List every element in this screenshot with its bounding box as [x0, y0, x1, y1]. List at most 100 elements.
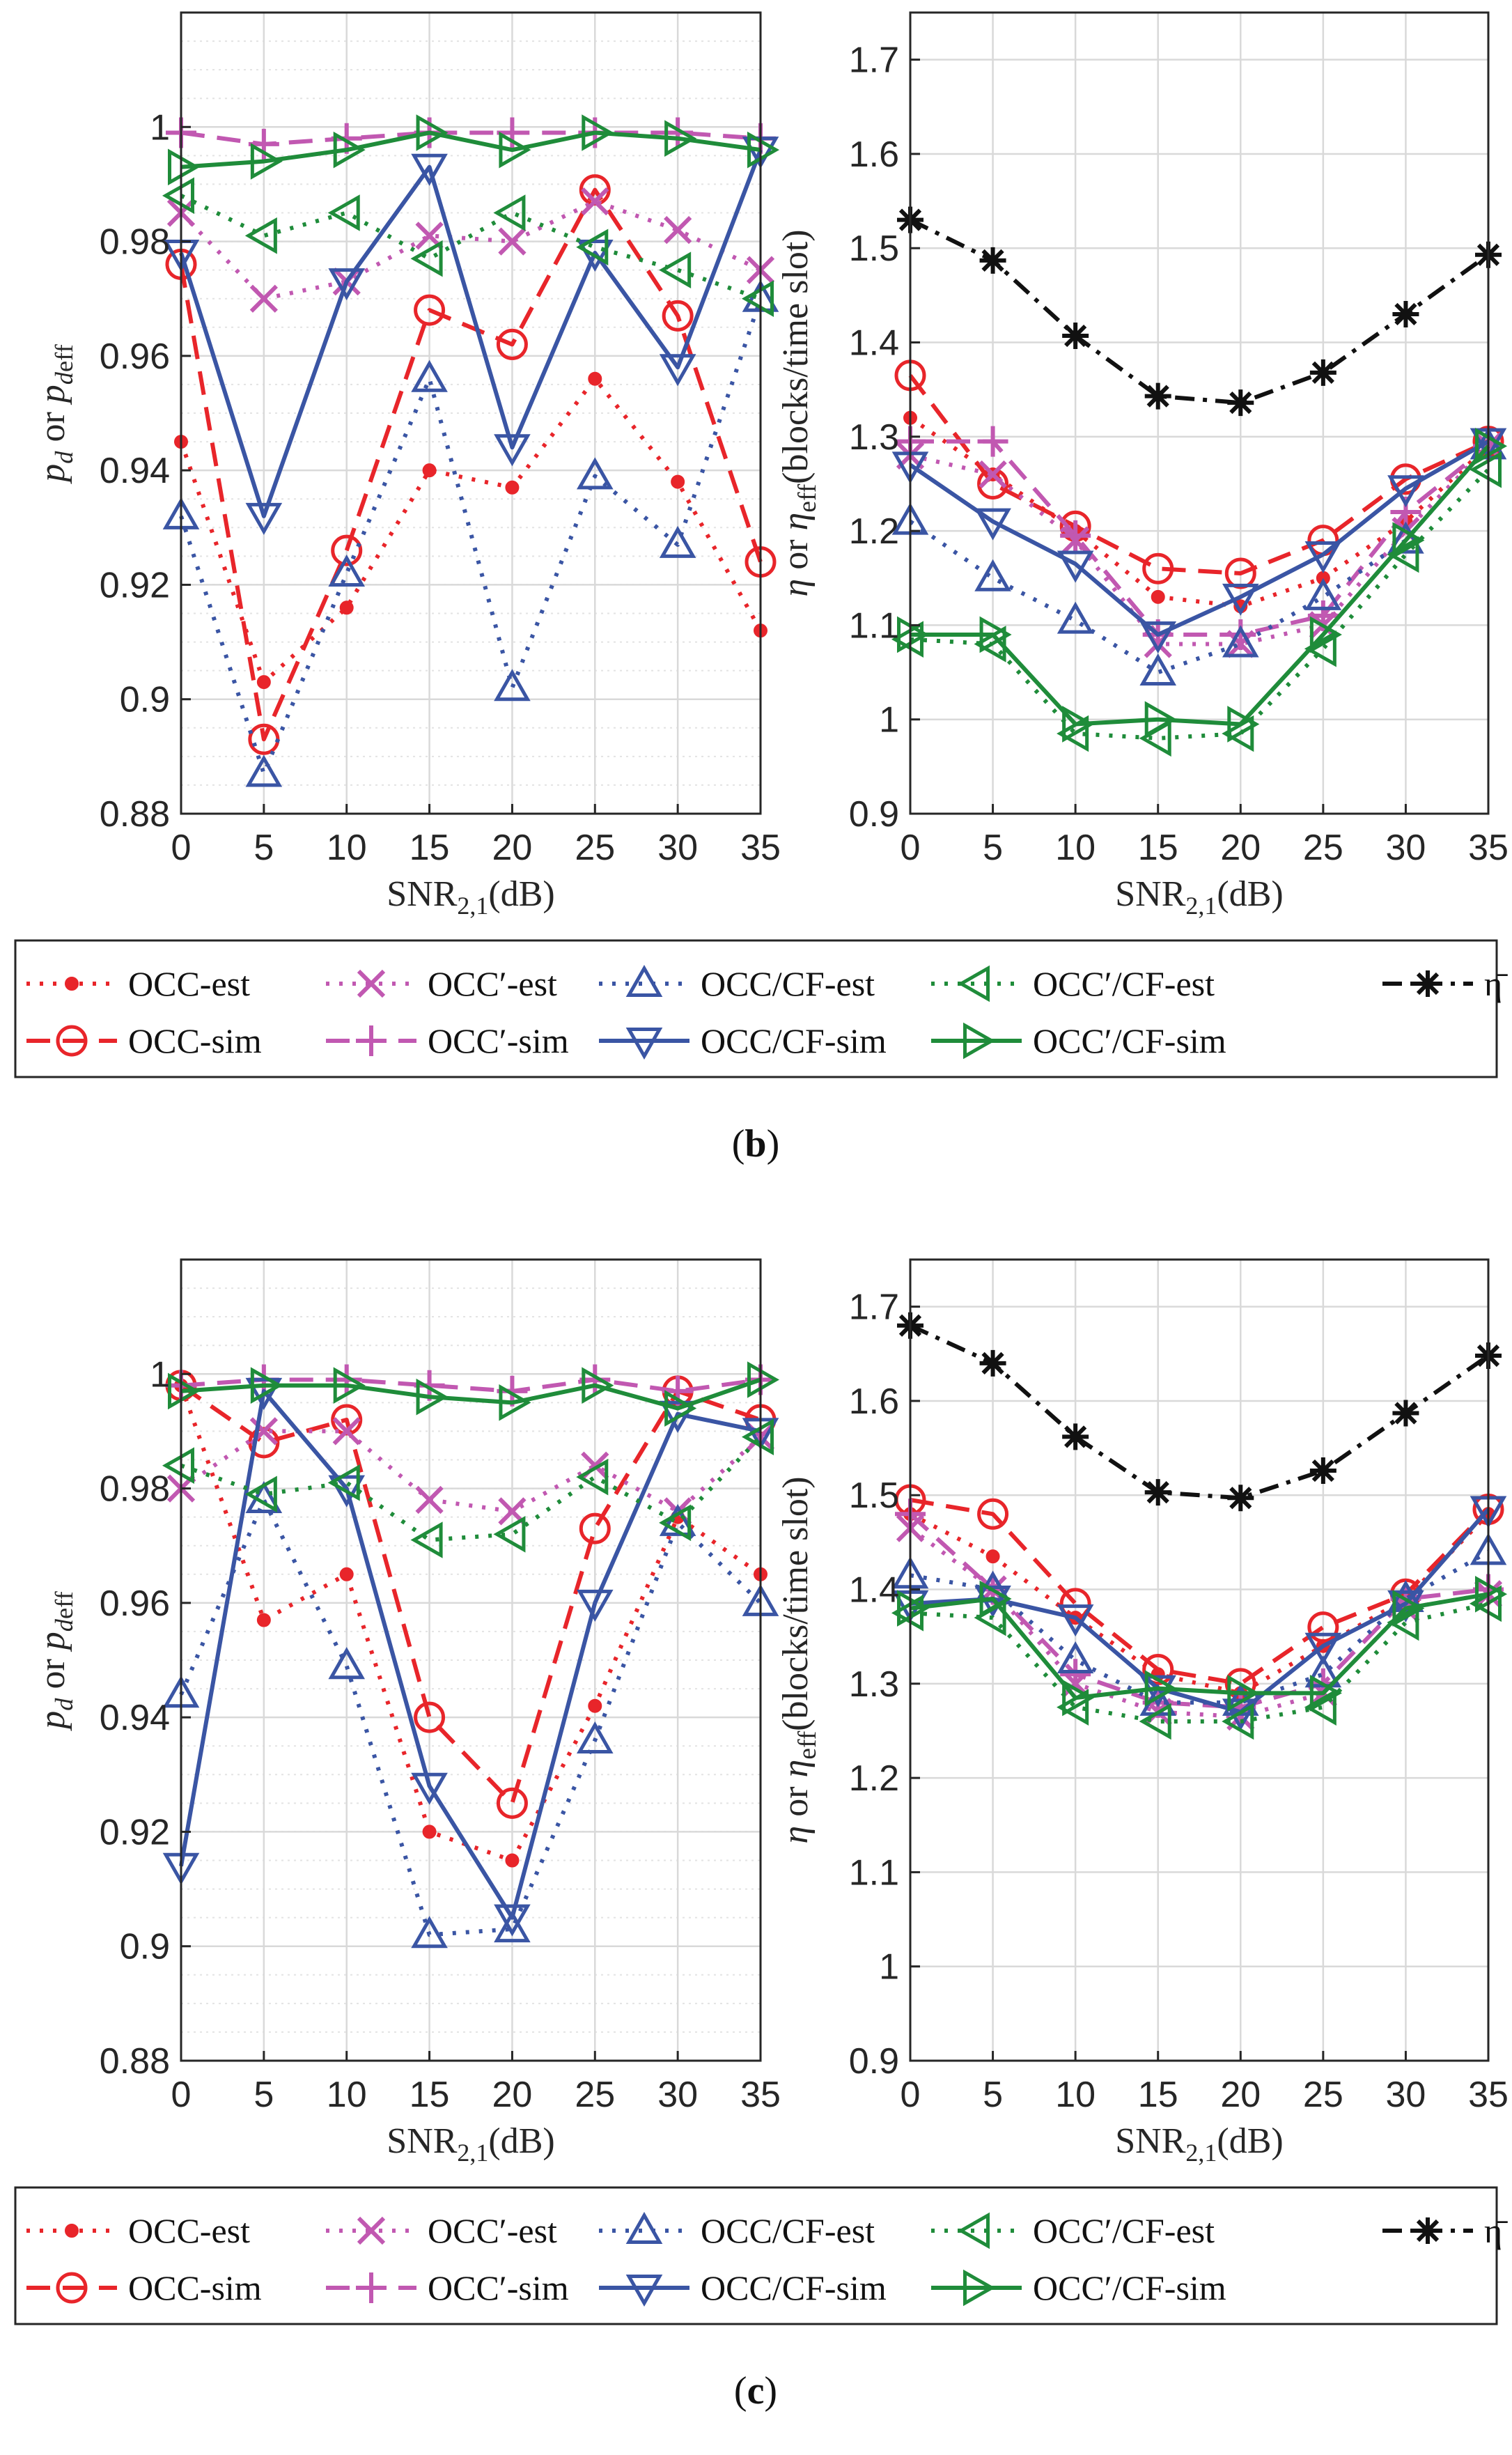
point-occcf_est-15: [1139, 653, 1177, 686]
point-occpcf_sim-30: [664, 1390, 697, 1427]
y-tick-label: 1.3: [849, 1664, 899, 1705]
series-occ_est: [174, 371, 767, 690]
series-line-occcf_sim: [179, 149, 763, 518]
y-tick-label: 1: [150, 1354, 170, 1395]
legend-label-occcf_sim: OCC/CF-sim: [701, 1021, 887, 1060]
point-eta_bar-10-core: [1070, 1431, 1082, 1443]
legend-marker-occp_sim: [356, 1025, 387, 1056]
series-occ_sim: [894, 359, 1504, 589]
legend-label-eta_bar: η̄: [1484, 964, 1508, 1003]
point-occp_est-25: [581, 187, 609, 216]
point-eta_bar-25-core: [1317, 366, 1329, 378]
point-occ_sim-10: [331, 534, 363, 566]
legend-marker-occpcf_est: [957, 2212, 990, 2249]
point-eta_bar-30-core: [1400, 1407, 1412, 1419]
legend-box: [14, 2186, 1498, 2325]
plot-area: [910, 13, 1488, 814]
legend-marker-occp_est: [357, 2216, 386, 2245]
point-occcf_est-15: [411, 1916, 448, 1949]
x-tick-label: 10: [327, 2075, 367, 2115]
point-occcf_sim-30: [659, 1400, 696, 1433]
series-occcf_est: [162, 279, 779, 787]
x-tick-label: 20: [492, 828, 533, 868]
point-occp_est-5: [249, 284, 278, 313]
point-occcf_sim-25: [576, 240, 614, 272]
y-tick-label: 1.6: [849, 134, 899, 175]
plot-area: [910, 1260, 1488, 2061]
series-line-occpcf_sim: [910, 1592, 1489, 1701]
x-tick-label: 0: [901, 828, 921, 868]
y-tick-label: 1: [879, 1947, 899, 1988]
series-line-eta_bar: [909, 217, 1490, 405]
point-eta_bar-15-core: [1152, 1487, 1164, 1498]
point-eta_bar-10-core: [1070, 330, 1082, 342]
point-occ_est-20: [505, 1853, 520, 1868]
point-occcf_sim-30: [1387, 475, 1424, 508]
point-occp_sim-10: [1060, 520, 1091, 551]
x-tick-label: 25: [575, 828, 615, 868]
legend-label-occ_est: OCC-est: [128, 964, 250, 1003]
legend-label-occp_est: OCC′-est: [428, 2211, 557, 2250]
point-eta_bar-20-core: [1235, 1492, 1247, 1504]
point-occpcf_est-35: [741, 280, 774, 318]
series-occpcf_sim: [168, 1361, 780, 1427]
legend-label-occpcf_est: OCC′/CF-est: [1033, 2211, 1215, 2250]
point-eta_bar-5-core: [987, 254, 999, 266]
point-occpcf_est-10: [1057, 715, 1089, 752]
point-occpcf_est-30: [1387, 1604, 1419, 1641]
point-occcf_est-20: [1222, 625, 1259, 658]
legend-marker-occpcf_sim: [963, 1022, 996, 1060]
point-occp_est-5: [979, 460, 1007, 489]
point-occpcf_est-10: [327, 194, 360, 231]
y-axis-label: pd or pdeff: [33, 343, 78, 484]
series-occpcf_est: [162, 1418, 774, 1558]
point-occpcf_sim-10: [333, 1367, 366, 1404]
x-tick-label: 0: [901, 2075, 921, 2115]
point-occpcf_est-5: [244, 217, 277, 254]
point-eta_bar-20-core: [1235, 397, 1247, 409]
point-occcf_sim-10: [1057, 550, 1094, 583]
point-occcf_est-5: [245, 754, 283, 787]
point-occpcf_est-30: [659, 1504, 692, 1542]
point-occcf_sim-10: [1057, 1604, 1094, 1637]
point-occpcf_sim-25: [1309, 616, 1342, 653]
y-tick-label: 1.5: [849, 1476, 899, 1516]
y-tick-label: 0.9: [849, 2041, 899, 2082]
point-occcf_est-25: [576, 1721, 614, 1753]
legend-marker-occp_est: [357, 969, 386, 998]
legend-label-occp_est: OCC′-est: [428, 964, 557, 1003]
point-occ_sim-15: [1142, 552, 1174, 584]
point-occpcf_est-30: [1387, 536, 1419, 573]
x-tick-label: 0: [171, 828, 192, 868]
legend-b: OCC-est OCC′-est OCC/CF-est OCC′/CF-est η̄ OC…: [14, 939, 1508, 1078]
point-occ_sim-25: [579, 1512, 611, 1544]
legend-entry-occpcf_sim: OCC′/CF-sim: [931, 1021, 1226, 1060]
point-occ_est-15: [422, 1825, 437, 1839]
x-tick-label: 35: [740, 2075, 781, 2115]
series-occpcf_sim: [897, 1575, 1508, 1717]
point-occ_est-5: [256, 675, 271, 690]
legend-label-occ_est: OCC-est: [128, 2211, 250, 2250]
point-occpcf_sim-25: [582, 114, 614, 151]
legend-label-occpcf_est: OCC′/CF-est: [1033, 964, 1215, 1003]
y-axis-label: pd or pdeff: [33, 1590, 78, 1731]
legend-label-occ_sim: OCC-sim: [128, 2268, 262, 2307]
y-tick-label: 0.98: [100, 222, 170, 263]
point-occpcf_sim-20: [499, 131, 531, 169]
legend-marker-occpcf_est: [957, 965, 990, 1002]
legend-marker-occcf_est: [625, 2211, 663, 2244]
series-line-occp_sim: [910, 439, 1490, 637]
y-tick-label: 1.4: [849, 323, 899, 364]
y-tick-label: 1.5: [849, 229, 899, 269]
y-tick-label: 1.1: [849, 605, 899, 646]
legend-label-occpcf_sim: OCC′/CF-sim: [1033, 1021, 1226, 1060]
x-tick-label: 15: [1138, 2075, 1178, 2115]
legend-label-eta_bar: η̄: [1484, 2211, 1508, 2250]
y-tick-label: 0.88: [100, 794, 170, 835]
legend-marker-occ_sim: [56, 2272, 88, 2304]
point-occpcf_est-25: [1304, 1689, 1336, 1726]
point-occpcf_sim-35: [1475, 1575, 1508, 1613]
legend-marker-occ_est: [65, 2224, 79, 2238]
point-occ_sim-20: [496, 328, 528, 360]
